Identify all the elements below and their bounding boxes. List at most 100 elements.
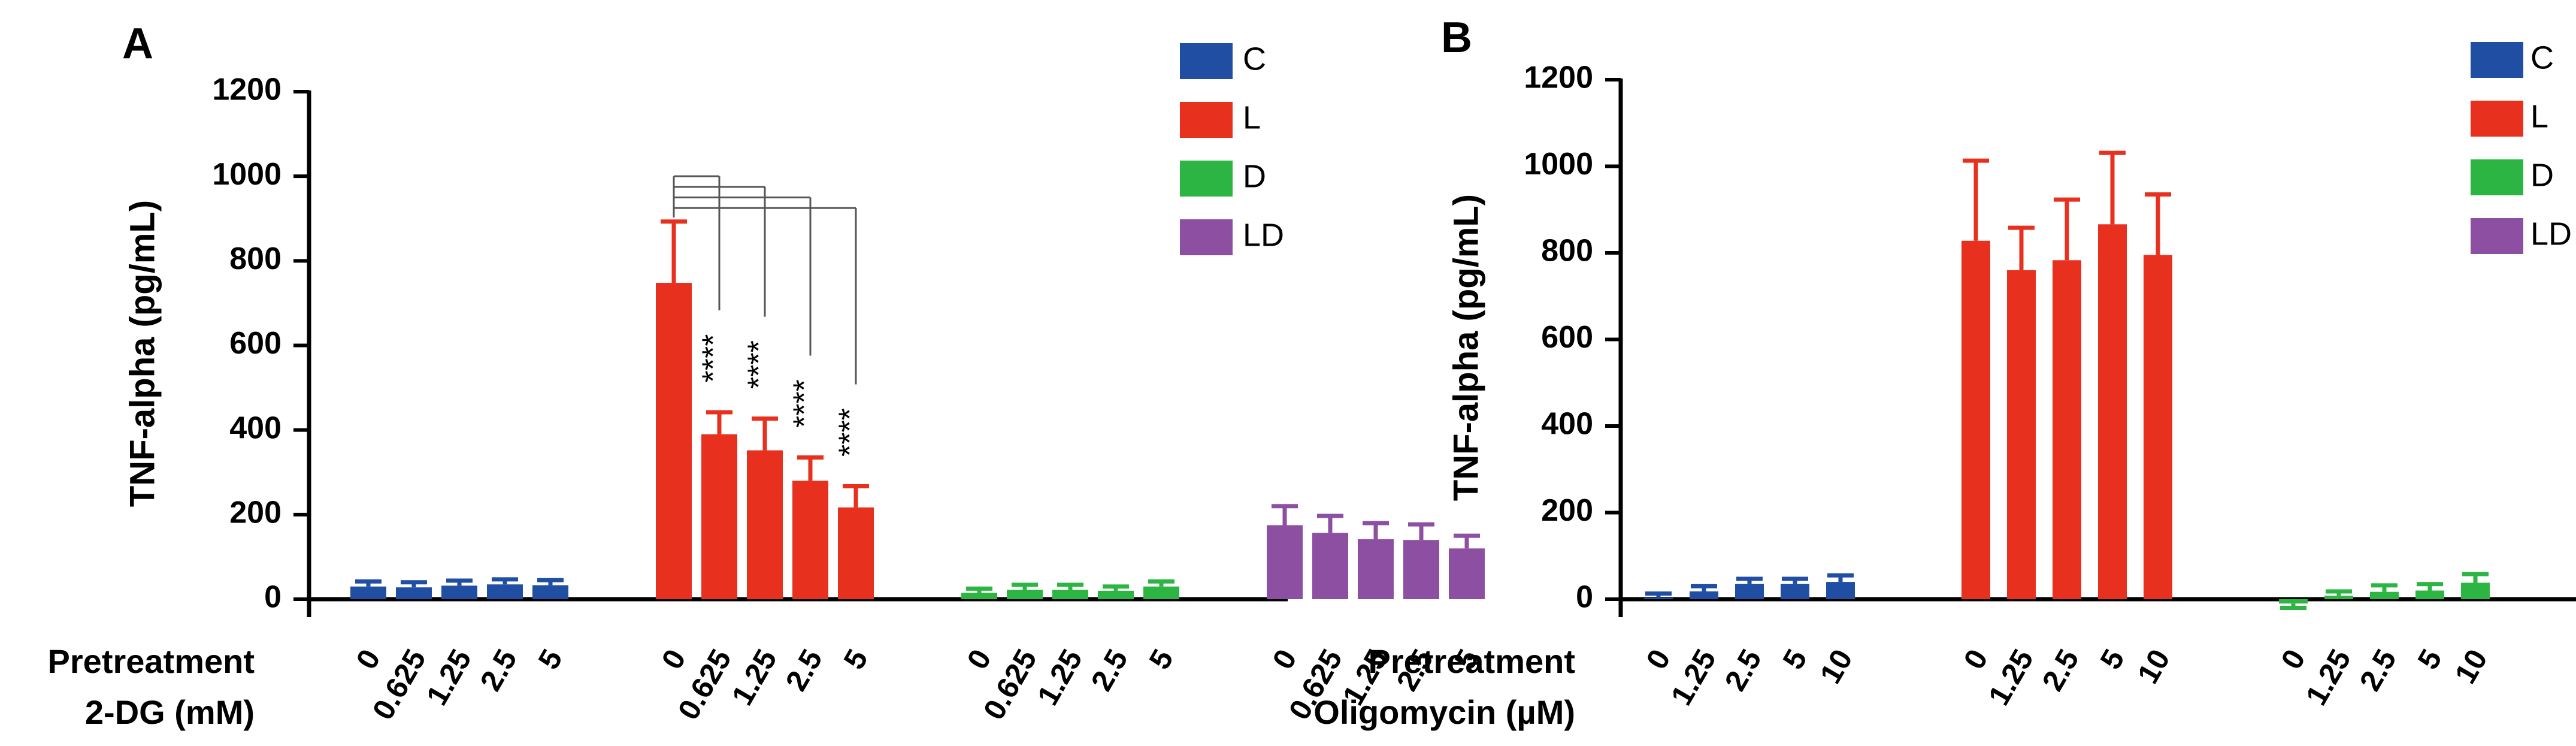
- x-tick-label: 2.5: [779, 644, 829, 696]
- bar-C-1.25: [441, 585, 477, 599]
- panel-label: A: [122, 20, 153, 68]
- y-tick-label: 1200: [1524, 61, 1593, 95]
- legend-label-C: C: [2530, 40, 2554, 75]
- x-tick-label: 5: [837, 644, 874, 675]
- bar-C-10: [1826, 582, 1855, 599]
- bar-LD-5: [1449, 548, 1485, 599]
- bar-C-2.5: [1735, 584, 1764, 599]
- panel-a: A 0 200 400 600 800 1000 1200 TNF-alpha (pg/mL) P…: [48, 20, 1485, 731]
- y-tick-label: 800: [1541, 234, 1593, 268]
- legend-label-D: D: [2530, 157, 2554, 193]
- x-axis-title-line1: Pretreatment: [48, 642, 255, 680]
- significance-stars: ****: [833, 408, 868, 457]
- x-tick-label: 5: [2411, 644, 2448, 675]
- bar-D-2.5: [2370, 591, 2399, 599]
- y-tick-label: 400: [229, 410, 281, 445]
- legend-swatch-D: [1180, 161, 1233, 197]
- x-tick-label: 1.25: [1982, 644, 2040, 711]
- legend-swatch-L: [2471, 101, 2523, 137]
- x-tick-label: 2.5: [474, 644, 523, 696]
- legend-label-LD: LD: [2530, 216, 2572, 252]
- x-tick-label: 5: [1776, 644, 1814, 675]
- x-axis-title-line1: Pretreatment: [1369, 642, 1575, 680]
- legend-label-C: C: [1243, 41, 1266, 77]
- y-tick-label: 400: [1541, 407, 1593, 442]
- bar-LD-2.5: [1403, 540, 1439, 599]
- bar-L-2.5: [2053, 260, 2081, 600]
- x-tick-label: 1.25: [1664, 644, 1723, 711]
- significance-stars: ****: [742, 340, 777, 389]
- bar-C-2.5: [487, 584, 523, 599]
- bar-L-5: [838, 507, 874, 599]
- y-tick-label: 0: [264, 580, 281, 615]
- bar-D-1.25: [2324, 596, 2353, 599]
- x-tick-label: 0: [961, 644, 998, 675]
- y-tick-label: 0: [1576, 580, 1593, 615]
- legend-swatch-C: [1180, 43, 1233, 79]
- bar-D-5: [2415, 590, 2444, 599]
- bar-LD-1.25: [1358, 539, 1394, 599]
- y-axis-title: TNF-alpha (pg/mL): [1446, 194, 1485, 501]
- x-tick-label: 5: [2094, 644, 2131, 675]
- legend-swatch-L: [1180, 102, 1233, 138]
- bar-L-5: [2098, 224, 2127, 599]
- x-tick-label: 2.5: [1085, 644, 1134, 696]
- x-tick-label: 2.5: [2036, 644, 2085, 696]
- bar-C-1.25: [1690, 591, 1718, 599]
- x-tick-label: 1.25: [2299, 644, 2357, 711]
- bar-L-0.625: [701, 434, 737, 599]
- legend-swatch-D: [2471, 159, 2523, 195]
- y-tick-label: 800: [229, 241, 281, 276]
- bar-D-10: [2461, 582, 2490, 599]
- x-tick-label: 2.5: [1718, 644, 1768, 696]
- bar-L-1.25: [2007, 270, 2036, 599]
- bar-L-10: [2144, 255, 2172, 599]
- bar-C-0: [1644, 597, 1673, 599]
- x-tick-label: 0: [1266, 644, 1303, 675]
- bar-C-5: [532, 585, 568, 599]
- y-tick-label: 600: [1541, 320, 1593, 355]
- bar-D-2.5: [1098, 590, 1134, 599]
- legend-swatch-LD: [1180, 219, 1233, 255]
- bar-L-2.5: [792, 481, 828, 599]
- x-tick-label: 1.25: [725, 644, 783, 711]
- y-tick-label: 600: [229, 326, 281, 361]
- x-axis-title-line2: Oligomycin (µM): [1313, 693, 1575, 731]
- bar-D-0: [2279, 599, 2308, 604]
- bar-D-5: [1143, 586, 1179, 599]
- bar-D-0: [961, 593, 997, 599]
- x-tick-label: 0: [1957, 644, 1994, 675]
- bar-LD-0.625: [1312, 533, 1348, 599]
- x-tick-label: 1.25: [1031, 644, 1089, 711]
- legend-label-L: L: [2530, 98, 2548, 134]
- legend-swatch-C: [2471, 42, 2523, 78]
- bar-L-0: [656, 283, 692, 600]
- x-axis-title-line2: 2-DG (mM): [85, 693, 255, 731]
- x-tick-label: 1.25: [420, 644, 478, 711]
- y-tick-label: 1000: [212, 157, 281, 192]
- legend-label-D: D: [1243, 158, 1266, 194]
- x-tick-label: 0: [2275, 644, 2312, 675]
- bar-C-0.625: [396, 587, 432, 599]
- x-tick-label: 5: [1143, 644, 1180, 675]
- bar-C-0: [350, 586, 386, 599]
- x-tick-label: 10: [1814, 644, 1859, 689]
- panel-label: B: [1441, 14, 1472, 62]
- significance-stars: ****: [788, 379, 822, 428]
- legend-label-L: L: [1243, 99, 1261, 135]
- x-tick-label: 0: [350, 644, 387, 675]
- x-tick-label: 0: [1640, 644, 1677, 675]
- bar-LD-0: [1267, 525, 1303, 599]
- x-tick-label: 2.5: [2353, 644, 2403, 696]
- x-tick-label: 5: [532, 644, 569, 675]
- y-tick-label: 1000: [1524, 147, 1593, 182]
- legend-label-LD: LD: [1243, 217, 1284, 253]
- x-tick-label: 10: [2448, 644, 2494, 689]
- legend-swatch-LD: [2471, 218, 2523, 254]
- y-tick-label: 200: [229, 496, 281, 530]
- x-tick-label: 10: [2131, 644, 2177, 689]
- bar-L-1.25: [747, 450, 783, 599]
- x-tick-label: 0: [655, 644, 692, 675]
